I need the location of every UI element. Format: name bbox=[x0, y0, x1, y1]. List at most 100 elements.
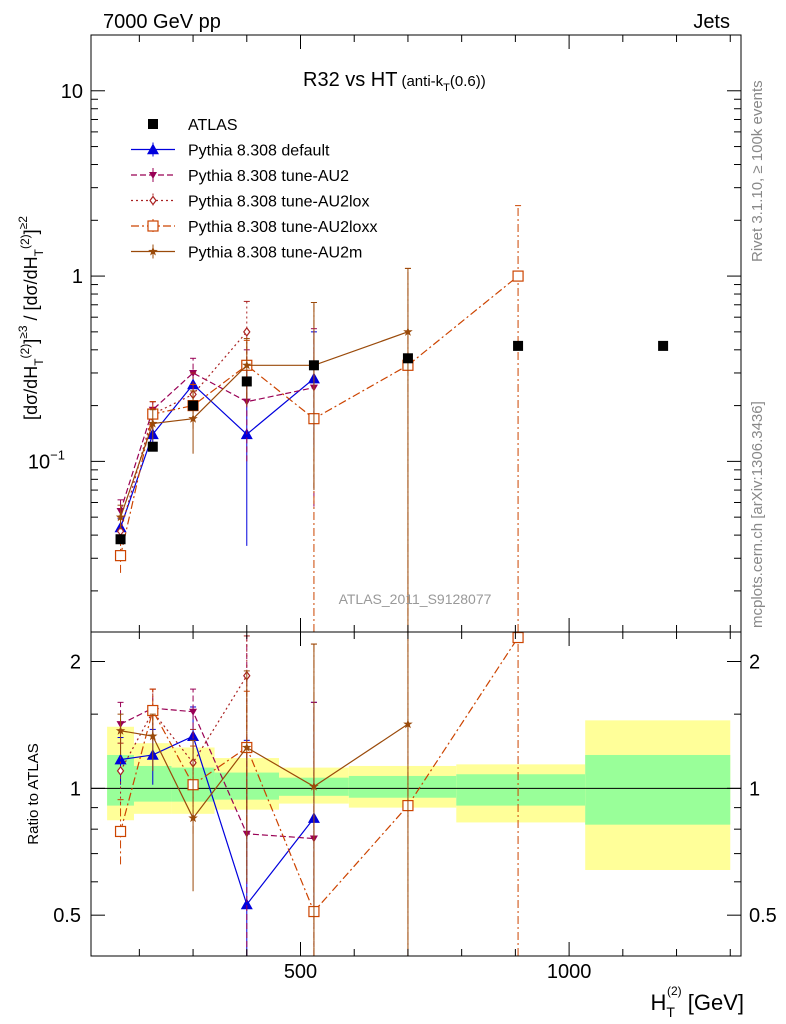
ratio-panel: 0.5 0.5 1 1 2 2 500 1000 Ratio to ATLAS HT (2) [… bbox=[25, 631, 777, 1020]
main-point-4-0 bbox=[115, 512, 126, 522]
ylabel-p8: ] bbox=[21, 229, 41, 234]
ratio-point-4-1 bbox=[148, 731, 158, 741]
title-main: R32 vs HT bbox=[303, 69, 397, 91]
xlabel-sub: T bbox=[666, 1004, 675, 1020]
ratio-xtick-label-0: 500 bbox=[284, 961, 317, 983]
header-left: 7000 GeV pp bbox=[103, 11, 221, 33]
main-series-group bbox=[114, 205, 669, 632]
ratio-ylabel: Ratio to ATLAS bbox=[25, 743, 42, 844]
main-ylabel: [dσ/dHT(2)]≥3 / [dσ/dHT(2)]≥2 bbox=[16, 216, 46, 420]
rivet-label: Rivet 3.1.10, ≥ 100k events bbox=[749, 80, 766, 262]
title-sub-post: (0.6)) bbox=[450, 73, 486, 90]
ratio-series-4 bbox=[115, 631, 413, 956]
legend-entry-2: Pythia 8.308 tune-AU2 bbox=[131, 168, 349, 185]
ratio-point-3-0 bbox=[114, 825, 127, 838]
legend-entry-5: Pythia 8.308 tune-AU2m bbox=[131, 244, 362, 262]
ylabel-p1: T bbox=[32, 358, 46, 366]
main-point-5-4 bbox=[308, 360, 319, 371]
ratio-point-3-6 bbox=[512, 631, 524, 644]
ratio-point-1-2 bbox=[189, 708, 198, 716]
ratio-point-4-5 bbox=[403, 719, 413, 729]
main-ytick-label-0: 10−1 bbox=[28, 447, 65, 473]
legend-label-4: Pythia 8.308 tune-AU2loxx bbox=[188, 219, 377, 236]
main-point-5-0 bbox=[115, 534, 126, 545]
ratio-ytick-label-0: 0.5 bbox=[53, 905, 81, 927]
ylabel-p6: T bbox=[32, 248, 46, 256]
ratio-series-group bbox=[114, 631, 524, 956]
legend: ATLAS Pythia 8.308 default Pythia 8.308 tu… bbox=[131, 117, 377, 262]
main-series-1 bbox=[116, 328, 318, 524]
main-point-4-2 bbox=[188, 413, 198, 423]
legend-marker-1 bbox=[147, 143, 159, 155]
ratio-point-4-4 bbox=[309, 781, 319, 791]
main-line-2 bbox=[119, 331, 248, 532]
legend-label-1: Pythia 8.308 default bbox=[188, 143, 330, 160]
ratio-xtick-label-1: 1000 bbox=[547, 961, 592, 983]
main-series-5 bbox=[115, 340, 669, 545]
header-right: Jets bbox=[693, 11, 730, 33]
legend-marker-5 bbox=[148, 246, 158, 256]
legend-entry-0: ATLAS bbox=[148, 117, 238, 134]
main-point-4-3 bbox=[242, 360, 252, 370]
ratio-line-4 bbox=[120, 723, 409, 820]
ratio-ytick-label-1: 1 bbox=[70, 778, 81, 800]
main-line-4 bbox=[119, 331, 409, 518]
ratio-band-green-7 bbox=[585, 754, 731, 825]
main-point-4-1 bbox=[148, 418, 158, 428]
main-point-5-3 bbox=[241, 376, 252, 387]
main-point-5-1 bbox=[147, 441, 158, 452]
ratio-point-4-0 bbox=[115, 725, 126, 735]
main-series-2 bbox=[116, 300, 251, 546]
legend-label-3: Pythia 8.308 tune-AU2lox bbox=[188, 194, 369, 211]
ratio-bands bbox=[107, 720, 731, 870]
main-ytick-label-2: 10 bbox=[61, 81, 83, 103]
ylabel-p7: (2) bbox=[18, 234, 32, 249]
ratio-point-0-0 bbox=[114, 753, 127, 765]
ratio-band-green-5 bbox=[348, 775, 457, 798]
ratio-ytick-label-right-0: 0.5 bbox=[749, 905, 777, 927]
main-series-3 bbox=[114, 205, 524, 632]
ratio-point-4-2 bbox=[188, 813, 198, 823]
legend-label-2: Pythia 8.308 tune-AU2 bbox=[188, 168, 349, 185]
ratio-band-green-6 bbox=[456, 774, 586, 806]
xlabel-base: H bbox=[651, 990, 667, 1015]
main-point-5-2 bbox=[188, 400, 199, 411]
legend-entry-4: Pythia 8.308 tune-AU2loxx bbox=[131, 219, 377, 236]
xlabel-sup: (2) bbox=[667, 984, 682, 998]
ratio-ytick-label-right-1: 1 bbox=[749, 778, 760, 800]
main-axes: 10−1 1 10 bbox=[28, 34, 741, 632]
main-line-1 bbox=[119, 372, 315, 512]
ratio-point-0-3 bbox=[240, 898, 253, 910]
analysis-watermark: ATLAS_2011_S9128077 bbox=[339, 591, 492, 607]
ylabel-p3: ] bbox=[21, 339, 41, 344]
ylabel-p2: (2) bbox=[18, 344, 32, 359]
legend-marker-3 bbox=[149, 195, 157, 206]
ylabel-p5: / [dσ/dH bbox=[21, 256, 41, 325]
legend-marker-0 bbox=[148, 119, 158, 129]
ratio-series-0 bbox=[114, 701, 320, 956]
main-line-0 bbox=[119, 378, 315, 528]
main-point-3-0 bbox=[114, 550, 127, 562]
xlabel-unit: [GeV] bbox=[682, 990, 744, 1015]
main-point-2-3 bbox=[243, 326, 251, 337]
ratio-ytick-label-2: 2 bbox=[70, 652, 81, 674]
legend-marker-2 bbox=[149, 172, 157, 179]
legend-marker-4 bbox=[147, 220, 159, 232]
ratio-frame bbox=[90, 631, 742, 957]
ylabel-p4: ≥3 bbox=[16, 325, 30, 339]
title-sub-pre: (anti-k bbox=[401, 73, 443, 90]
ratio-axes: 0.5 0.5 1 1 2 2 500 1000 bbox=[53, 632, 777, 983]
plot-title: R32 vs HT (anti-kT(0.6)) bbox=[303, 69, 486, 94]
ratio-ytick-label-right-2: 2 bbox=[749, 652, 760, 674]
legend-entry-3: Pythia 8.308 tune-AU2lox bbox=[131, 193, 369, 211]
main-series-4 bbox=[115, 267, 413, 632]
legend-entry-1: Pythia 8.308 default bbox=[131, 142, 330, 160]
ylabel-p0: [dσ/dH bbox=[21, 366, 41, 420]
main-point-3-6 bbox=[512, 270, 524, 282]
main-point-5-7 bbox=[658, 340, 669, 351]
ylabel-p9: ≥2 bbox=[16, 216, 30, 230]
title-sub-T: T bbox=[443, 82, 450, 94]
main-ytick-label-1: 1 bbox=[72, 266, 83, 288]
